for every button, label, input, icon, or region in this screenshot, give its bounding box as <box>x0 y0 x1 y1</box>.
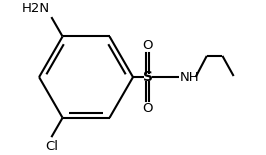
Text: H2N: H2N <box>22 2 50 15</box>
Text: NH: NH <box>180 71 200 84</box>
Text: S: S <box>143 70 152 84</box>
Text: O: O <box>142 39 153 52</box>
Text: Cl: Cl <box>45 140 58 153</box>
Text: O: O <box>142 102 153 115</box>
